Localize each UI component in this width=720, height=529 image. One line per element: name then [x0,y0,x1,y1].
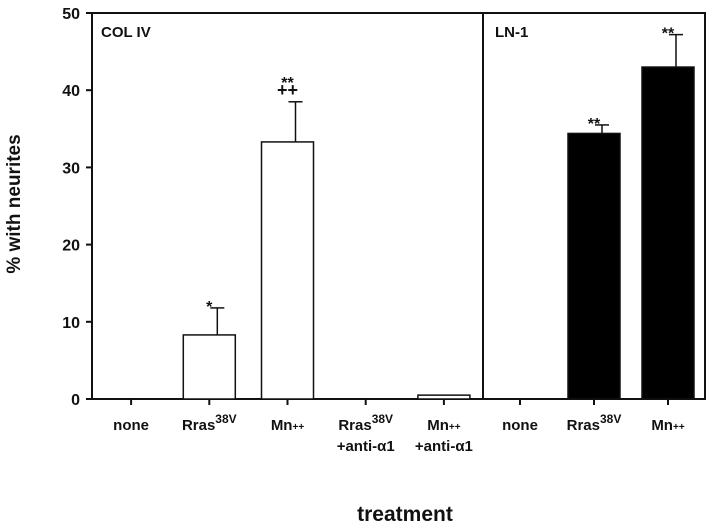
significance-label: ** [281,75,294,92]
y-tick-label: 40 [62,83,80,100]
significance-label: ++ [277,80,298,100]
x-tick-label-line2: +anti-α1 [337,438,395,455]
x-axis-label: treatment [357,503,453,526]
bar [182,334,237,400]
significance-label: * [206,299,213,316]
y-tick-label: 50 [62,6,80,23]
bar [641,66,695,400]
x-tick-label: none [113,417,149,434]
x-tick-label-line2: +anti-α1 [415,438,473,455]
y-tick-label: 20 [62,238,80,255]
x-tick-label: Mn++ [651,417,685,434]
x-tick-label: Mn++ [271,417,305,434]
bar [260,141,315,400]
panel-label-col-iv: COL IV [101,24,151,41]
bar [567,132,621,400]
bar [417,394,471,400]
significance-label: ** [588,116,601,133]
x-tick-label: Rras38V [338,412,393,434]
y-axis-label: % with neurites [4,134,25,273]
panel-label-ln-1: LN-1 [495,24,528,41]
significance-label: ** [662,26,675,43]
x-tick-label: Mn++ [427,417,461,434]
x-tick-label: none [502,417,538,434]
x-axis-tick-labels: none Rras38V Mn++ Rras38V +anti-α1 Mn++ +anti-… [113,399,685,455]
plot-frame [91,12,706,400]
x-tick-label: Rras38V [567,412,622,434]
y-tick-label: 10 [62,315,80,332]
y-tick-label: 0 [71,392,80,409]
y-axis-ticks: 0 10 20 30 40 50 [62,6,92,409]
x-tick-label: Rras38V [182,412,237,434]
bar-marks: *++****** [182,26,695,400]
y-tick-label: 30 [62,160,80,177]
